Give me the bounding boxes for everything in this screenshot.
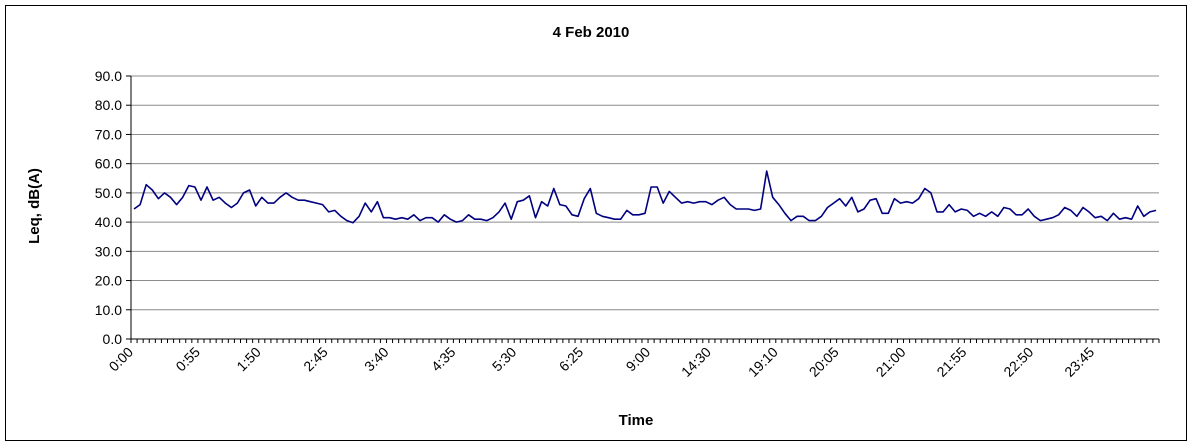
- x-tick-label: 22:50: [1000, 344, 1036, 380]
- x-tick-label: 6:25: [556, 344, 587, 375]
- y-tick-label: 50.0: [95, 185, 122, 201]
- x-tick-label: 0:00: [106, 344, 137, 375]
- x-tick-label: 21:00: [873, 344, 909, 380]
- x-tick-label: 19:10: [745, 344, 781, 380]
- x-tick-label: 21:55: [933, 344, 969, 380]
- x-tick-label: 20:05: [806, 344, 842, 380]
- x-tick-label: 4:35: [428, 344, 459, 375]
- x-tick-label: 14:30: [678, 344, 714, 380]
- y-tick-label: 0.0: [103, 331, 123, 347]
- y-tick-label: 90.0: [95, 68, 122, 84]
- series-line: [133, 170, 1157, 224]
- x-tick-label: 5:30: [489, 344, 520, 375]
- y-tick-label: 20.0: [95, 273, 122, 289]
- x-tick-label: 0:55: [172, 344, 203, 375]
- axes: [126, 75, 1160, 343]
- x-tick-label: 1:50: [233, 344, 264, 375]
- y-tick-label: 40.0: [95, 214, 122, 230]
- x-tick-label: 3:40: [361, 344, 392, 375]
- x-tick-label: 9:00: [623, 344, 654, 375]
- chart-frame: 4 Feb 2010 0.0 10.0 20.0 30.0 40.0 50.0 60.0 70…: [5, 5, 1187, 441]
- x-tick-label: 23:45: [1061, 344, 1097, 380]
- y-tick-label: 10.0: [95, 302, 122, 318]
- line-chart: 4 Feb 2010 0.0 10.0 20.0 30.0 40.0 50.0 60.0 70…: [26, 24, 1160, 429]
- series: [133, 170, 1157, 224]
- y-tick-labels: 0.0 10.0 20.0 30.0 40.0 50.0 60.0 70.0 80.0 90.0: [95, 68, 122, 347]
- gridlines: [131, 75, 1159, 311]
- x-tick-labels: 0:00 0:55 1:50 2:45 3:40 4:35 5:30 6:25 9:00 14:3…: [106, 344, 1098, 380]
- chart-title: 4 Feb 2010: [553, 24, 630, 41]
- x-axis-title: Time: [619, 412, 654, 429]
- y-tick-label: 60.0: [95, 156, 122, 172]
- y-tick-label: 80.0: [95, 97, 122, 113]
- x-tick-label: 2:45: [300, 344, 331, 375]
- y-axis-title: Leq, dB(A): [26, 168, 43, 244]
- y-tick-label: 30.0: [95, 243, 122, 259]
- y-tick-label: 70.0: [95, 126, 122, 142]
